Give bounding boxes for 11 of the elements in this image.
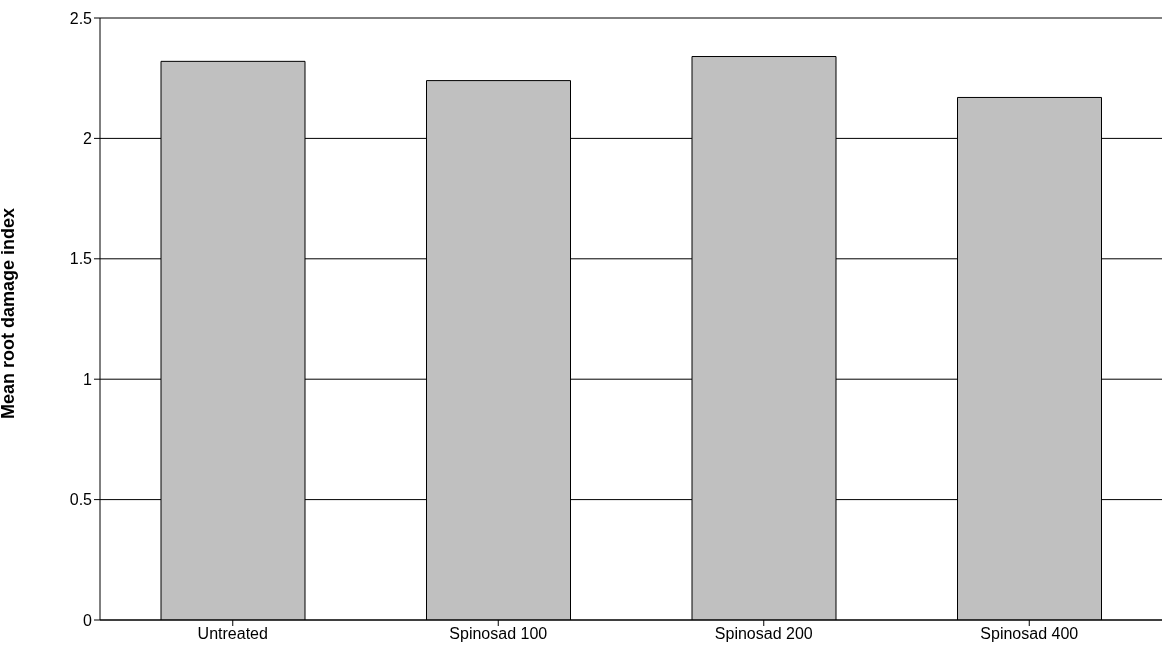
x-tick-label: Untreated: [197, 625, 268, 643]
y-tick-label: 0.5: [69, 491, 93, 509]
y-tick-label: 2.5: [69, 9, 93, 27]
x-tick-label: Spinosad 200: [714, 625, 813, 643]
x-tick-label: Spinosad 400: [980, 625, 1079, 643]
y-axis-title: Mean root damage index: [0, 207, 19, 419]
y-tick-label: 0: [83, 611, 93, 629]
x-tick-label: Spinosad 100: [449, 625, 548, 643]
y-tick-label: 1.5: [69, 250, 93, 268]
y-tick-label: 2: [83, 130, 93, 148]
y-tick-label: 1: [83, 370, 93, 388]
